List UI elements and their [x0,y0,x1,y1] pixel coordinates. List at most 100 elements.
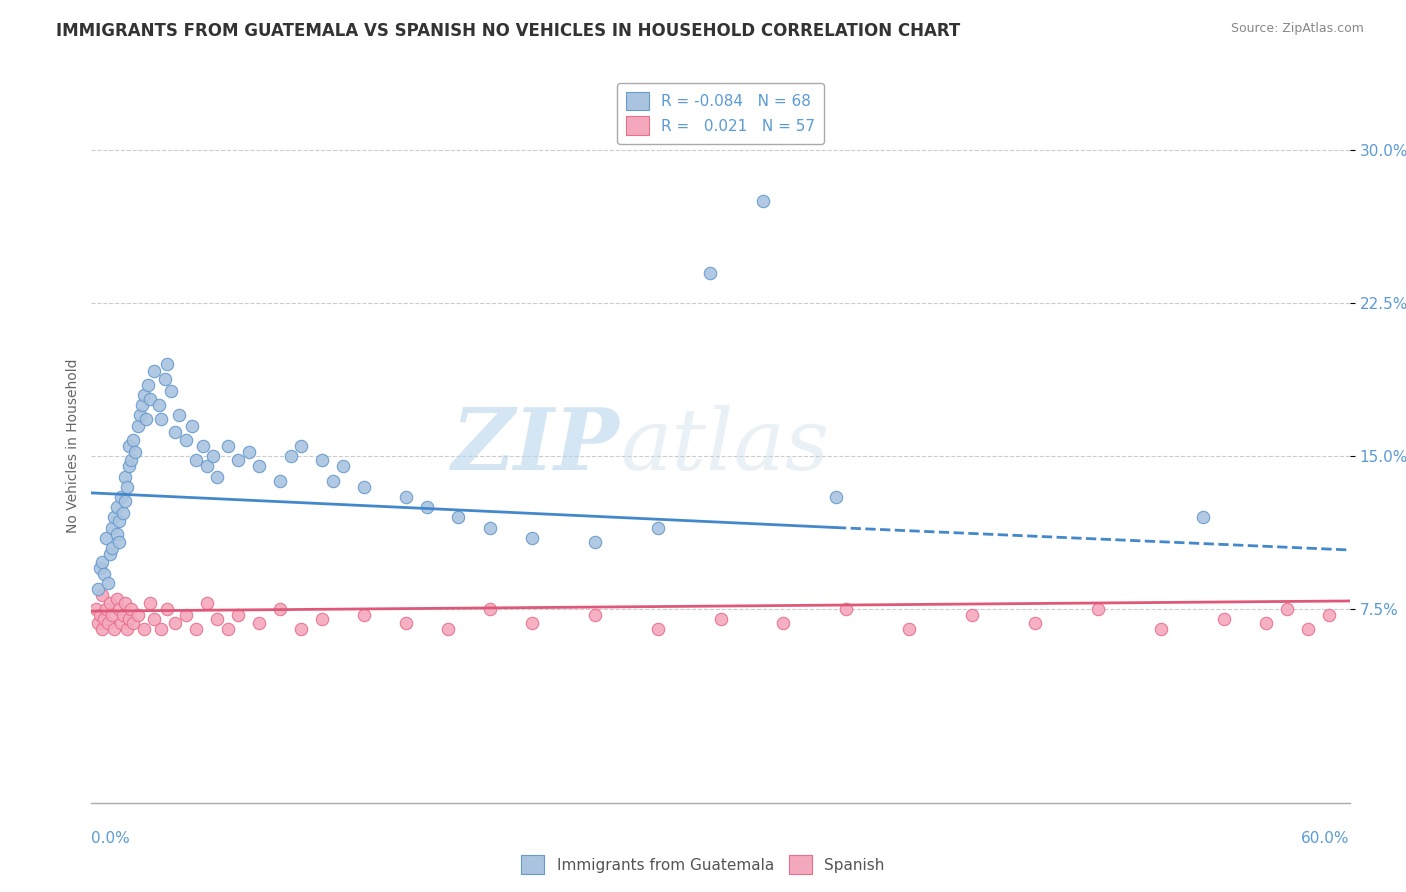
Point [311,453,333,467]
Point [247,459,270,474]
Point [1150,623,1173,637]
Point [898,623,921,637]
Point [107,602,129,616]
Point [247,616,270,631]
Point [174,608,197,623]
Point [186,453,208,467]
Point [89,608,111,623]
Point [447,510,470,524]
Point [135,412,157,426]
Point [156,602,179,616]
Point [103,510,125,524]
Point [160,384,183,398]
Point [699,266,721,280]
Point [148,398,170,412]
Point [226,453,249,467]
Point [153,372,176,386]
Point [1296,623,1319,637]
Point [226,608,249,623]
Point [98,596,121,610]
Point [98,547,121,561]
Point [97,575,120,590]
Point [195,596,218,610]
Point [217,439,239,453]
Point [269,474,291,488]
Point [124,445,146,459]
Point [174,433,197,447]
Point [191,439,214,453]
Point [322,474,344,488]
Point [118,439,141,453]
Point [647,520,669,534]
Point [86,616,108,631]
Point [751,194,773,209]
Point [583,534,606,549]
Point [127,418,149,433]
Point [772,616,794,631]
Point [90,555,112,569]
Point [478,602,501,616]
Point [205,612,228,626]
Point [583,608,606,623]
Point [139,392,162,406]
Point [101,541,124,555]
Point [311,612,333,626]
Point [105,526,128,541]
Point [395,616,418,631]
Point [90,588,112,602]
Point [115,623,138,637]
Point [353,480,375,494]
Text: 60.0%: 60.0% [1302,831,1350,847]
Text: 0.0%: 0.0% [91,831,131,847]
Point [353,608,375,623]
Point [825,490,848,504]
Point [114,469,136,483]
Point [143,363,166,377]
Point [1192,510,1215,524]
Point [120,453,142,467]
Point [1213,612,1236,626]
Point [86,582,108,596]
Point [149,623,172,637]
Point [111,608,134,623]
Point [103,623,125,637]
Point [520,531,543,545]
Point [128,409,150,423]
Point [93,567,115,582]
Point [127,608,149,623]
Point [84,602,107,616]
Point [395,490,418,504]
Point [131,398,153,412]
Text: IMMIGRANTS FROM GUATEMALA VS SPANISH NO VEHICLES IN HOUSEHOLD CORRELATION CHART: IMMIGRANTS FROM GUATEMALA VS SPANISH NO … [56,22,960,40]
Point [202,449,225,463]
Point [101,520,124,534]
Point [478,520,501,534]
Point [835,602,858,616]
Point [1087,602,1109,616]
Point [1024,616,1046,631]
Point [120,602,142,616]
Point [118,612,141,626]
Point [205,469,228,483]
Point [1275,602,1298,616]
Point [114,494,136,508]
Point [709,612,731,626]
Point [165,425,187,439]
Y-axis label: No Vehicles in Household: No Vehicles in Household [66,359,80,533]
Point [165,616,187,631]
Point [647,623,669,637]
Point [139,596,162,610]
Point [118,459,141,474]
Point [107,534,129,549]
Point [332,459,354,474]
Point [101,608,124,623]
Point [416,500,439,515]
Point [97,616,120,631]
Legend: R = -0.084   N = 68, R =   0.021   N = 57: R = -0.084 N = 68, R = 0.021 N = 57 [617,83,824,145]
Point [290,439,312,453]
Text: ZIP: ZIP [453,404,620,488]
Point [1317,608,1340,623]
Point [217,623,239,637]
Point [269,602,291,616]
Point [195,459,218,474]
